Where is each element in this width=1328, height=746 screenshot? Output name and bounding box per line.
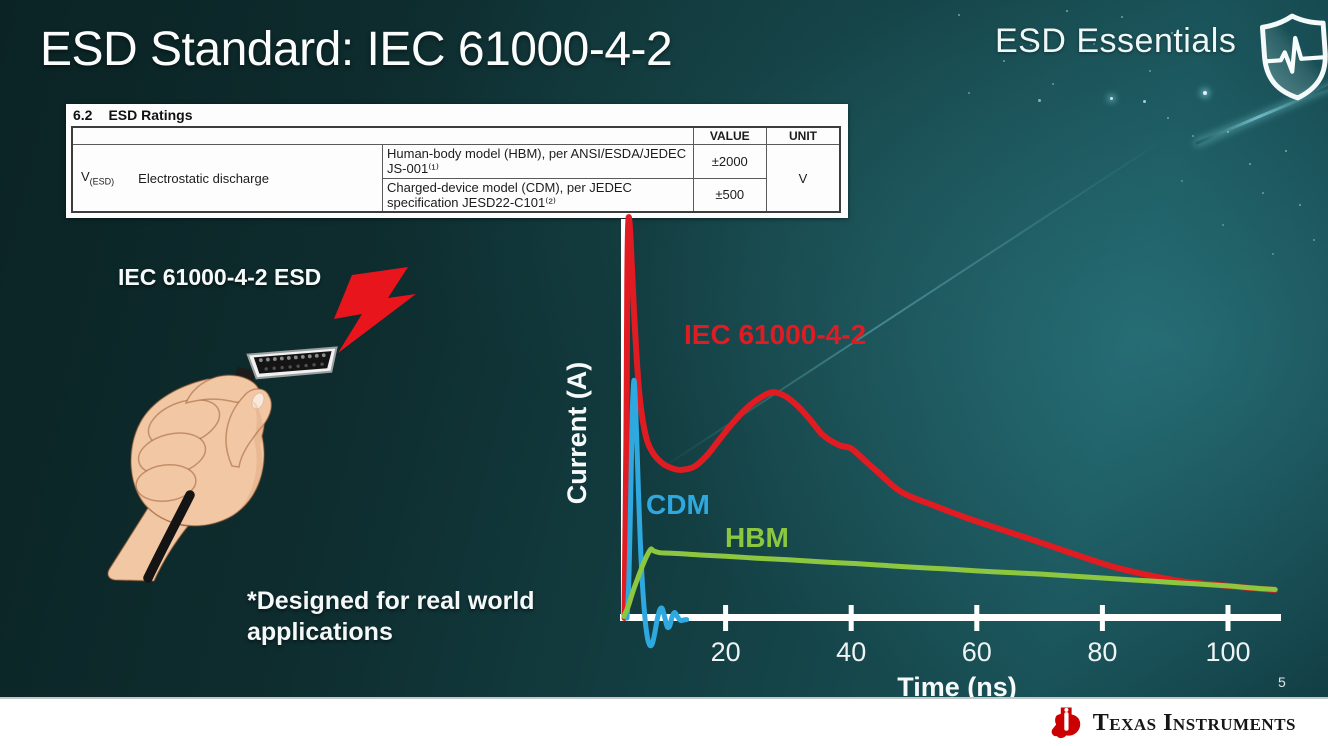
x-tick-label: 20 — [711, 637, 741, 667]
table-section-heading: 6.2 ESD Ratings — [71, 106, 843, 126]
header-value: VALUE — [692, 126, 767, 145]
lightning-bolt-icon — [334, 267, 416, 353]
hbm-description: Human-body model (HBM), per ANSI/ESDA/JE… — [382, 144, 694, 179]
parameter-symbol: V(ESD) — [81, 169, 115, 187]
star-dot — [1285, 150, 1287, 152]
series-curve-CDM — [624, 377, 690, 649]
x-tick-label: 80 — [1087, 637, 1117, 667]
cable-over-wrist — [143, 490, 195, 583]
page-title: ESD Standard: IEC 61000-4-2 — [40, 23, 673, 76]
hand — [107, 374, 273, 582]
star-dot — [1227, 131, 1229, 133]
esd-ratings-table: VALUE UNIT V(ESD) Electrostatic discharg… — [71, 126, 841, 214]
star-dot — [1149, 70, 1151, 72]
star-dot — [958, 14, 960, 16]
star-dot — [1052, 83, 1054, 85]
x-tick-label: 60 — [962, 637, 992, 667]
star-dot — [1262, 192, 1264, 194]
y-axis-label: Current (A) — [562, 362, 592, 505]
hdmi-connector — [230, 346, 338, 394]
star-dot — [1038, 99, 1041, 102]
star-dot — [1143, 100, 1146, 103]
esd-shield-logo — [1259, 13, 1328, 101]
header-blank-cell — [71, 126, 694, 145]
series-label-CDM: CDM — [646, 489, 710, 520]
star-dot — [1093, 43, 1095, 45]
illustration-label: IEC 61000-4-2 ESD — [118, 264, 322, 290]
parameter-name: Electrostatic discharge — [138, 170, 269, 186]
footer-bar: Texas Instruments — [0, 697, 1328, 746]
series-label-IEC-61000-4-2: IEC 61000-4-2 — [684, 319, 866, 350]
star-dot — [1192, 135, 1194, 137]
star-dot — [1167, 117, 1169, 119]
program-title: ESD Essentials — [995, 22, 1237, 60]
datasheet-snippet: 6.2 ESD Ratings VALUE UNIT V(ESD) Electr… — [66, 104, 848, 219]
unit-cell: V — [766, 144, 841, 213]
pulse-icon — [1265, 35, 1326, 74]
cdm-description: Charged-device model (CDM), per JEDEC sp… — [382, 177, 694, 213]
star-dot — [968, 92, 970, 94]
star-dot — [1272, 253, 1274, 255]
hand-holding-hdmi-illustration — [107, 267, 416, 583]
header-unit: UNIT — [766, 126, 841, 145]
star-dot — [1030, 44, 1032, 46]
star-dot — [1121, 16, 1123, 18]
page-number: 5 — [1278, 674, 1286, 690]
section-number: 6.2 — [73, 107, 93, 123]
star-dot — [1110, 97, 1113, 100]
star-dot — [1222, 224, 1224, 226]
ti-bug-icon — [1051, 707, 1080, 739]
ti-logo: Texas Instruments — [1050, 704, 1296, 742]
footnote-text: *Designed for real world applications — [247, 587, 535, 646]
section-title: ESD Ratings — [108, 107, 193, 123]
series-curve-HBM — [621, 546, 1278, 619]
x-tick-label: 100 — [1205, 637, 1250, 667]
star-dot — [1249, 163, 1251, 165]
cdm-value: ±500 — [692, 177, 767, 213]
star-dot — [1181, 180, 1183, 182]
hbm-value: ±2000 — [692, 144, 767, 179]
star-dot — [1313, 239, 1315, 241]
star-dot — [1066, 10, 1068, 12]
table-header-row: VALUE UNIT — [71, 126, 841, 145]
table-row: Charged-device model (CDM), per JEDEC sp… — [72, 177, 840, 213]
x-tick-label: 40 — [836, 637, 866, 667]
thumbnail — [251, 392, 265, 410]
ti-wordmark: Texas Instruments — [1092, 709, 1296, 736]
star-dot — [1171, 32, 1173, 34]
table-row: V(ESD) Electrostatic discharge Human-bod… — [71, 144, 841, 213]
series-label-HBM: HBM — [725, 522, 789, 553]
star-dot — [1003, 60, 1005, 62]
star-dot — [1203, 91, 1207, 95]
star-dot — [1299, 204, 1301, 206]
symbol-cell: V(ESD) Electrostatic discharge — [71, 144, 383, 213]
